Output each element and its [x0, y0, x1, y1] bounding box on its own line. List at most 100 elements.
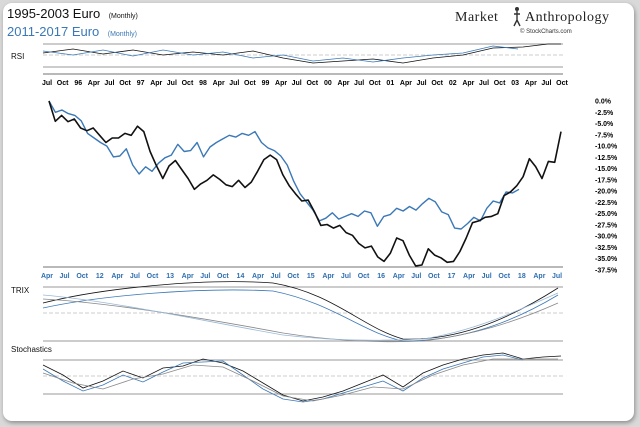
bottom-axis: Apr Jul Oct 12 Apr Jul Oct 13 Apr Jul Oct 14 Apr Jul O…: [41, 273, 562, 280]
top-tick-label: Apr: [275, 80, 287, 87]
top-tick-label: Jul: [479, 80, 489, 87]
top-tick-label: Jul: [292, 80, 302, 87]
bottom-tick-label: Oct: [498, 273, 510, 280]
top-tick-label: Apr: [213, 80, 225, 87]
chart-card: 1995-2003 Euro (Monthly) 2011-2017 Euro …: [3, 3, 634, 421]
y-axis: 0.0% -2.5% -5.0% -7.5% -10.0% -12.5% -15.0% -17…: [595, 99, 618, 275]
bottom-tick-label: Apr: [41, 273, 53, 280]
bottom-tick-label: Jul: [271, 273, 281, 280]
y-tick-label: -2.5%: [595, 110, 614, 117]
bottom-tick-label: Jul: [130, 273, 140, 280]
stoch-line-a: [42, 352, 562, 402]
bottom-tick-label: Jul: [200, 273, 210, 280]
trix-label: TRIX: [11, 286, 30, 295]
stochastics-panel: Stochastics: [11, 345, 563, 403]
bottom-tick-label: 18: [518, 273, 526, 280]
bottom-tick-label: Apr: [393, 273, 405, 280]
trix-panel: TRIX: [11, 281, 563, 343]
series-1995-line: [48, 100, 562, 267]
bottom-tick-label: 13: [166, 273, 174, 280]
rsi-panel: RSI: [11, 43, 563, 68]
bottom-tick-label: Oct: [428, 273, 440, 280]
top-tick-label: Jul: [541, 80, 551, 87]
bottom-tick-label: Apr: [463, 273, 475, 280]
bottom-tick-label: 12: [96, 273, 104, 280]
y-tick-label: -10.0%: [595, 144, 618, 151]
y-tick-label: -27.5%: [595, 222, 618, 229]
top-axis: Jul Oct 96 Apr Jul Oct 97 Apr Jul Oct 98 Apr Jul Oct 9…: [42, 80, 569, 87]
series-layer: [48, 100, 562, 267]
top-tick-label: 01: [386, 80, 394, 87]
stoch-label: Stochastics: [11, 345, 52, 354]
y-tick-label: -7.5%: [595, 132, 614, 139]
bottom-tick-label: 16: [377, 273, 385, 280]
top-tick-label: Apr: [400, 80, 412, 87]
bottom-tick-label: Jul: [552, 273, 562, 280]
y-tick-label: 0.0%: [595, 99, 612, 106]
y-tick-label: -5.0%: [595, 121, 614, 128]
bottom-tick-label: 17: [448, 273, 456, 280]
y-tick-label: -30.0%: [595, 234, 618, 241]
bottom-tick-label: Apr: [533, 273, 545, 280]
bottom-tick-label: Jul: [411, 273, 421, 280]
bottom-tick-label: Apr: [322, 273, 334, 280]
rsi-line-2011: [42, 45, 519, 63]
top-tick-label: Apr: [88, 80, 100, 87]
bottom-tick-label: Oct: [147, 273, 159, 280]
bottom-tick-label: 14: [237, 273, 245, 280]
brand-sub: © StockCharts.com: [520, 28, 572, 35]
top-tick-label: Oct: [306, 80, 318, 87]
top-tick-label: Jul: [354, 80, 364, 87]
trix-line-a: [42, 281, 559, 340]
top-tick-label: Jul: [229, 80, 239, 87]
bottom-tick-label: 15: [307, 273, 315, 280]
title-1995: 1995-2003 Euro (Monthly): [7, 5, 138, 22]
top-tick-label: Oct: [182, 80, 194, 87]
y-tick-label: -25.0%: [595, 211, 618, 218]
top-tick-label: 97: [137, 80, 145, 87]
top-tick-label: Jul: [42, 80, 52, 87]
top-tick-label: 02: [449, 80, 457, 87]
stoch-line-c: [42, 358, 558, 402]
top-tick-label: Apr: [150, 80, 162, 87]
bottom-tick-label: Oct: [76, 273, 88, 280]
top-tick-label: 98: [199, 80, 207, 87]
top-tick-label: Oct: [556, 80, 568, 87]
top-tick-label: Jul: [167, 80, 177, 87]
bottom-tick-label: Jul: [341, 273, 351, 280]
bottom-tick-label: Apr: [111, 273, 123, 280]
y-tick-label: -15.0%: [595, 166, 618, 173]
top-tick-label: Oct: [431, 80, 443, 87]
series-2011-line: [48, 100, 520, 230]
top-tick-label: Oct: [244, 80, 256, 87]
bottom-tick-label: Jul: [482, 273, 492, 280]
brand-figure-icon: [513, 7, 521, 27]
stoch-line-b: [42, 354, 524, 403]
y-tick-label: -35.0%: [595, 256, 618, 263]
top-tick-label: Oct: [494, 80, 506, 87]
y-tick-label: -37.5%: [595, 268, 618, 275]
brand-anthropology: Anthropology: [525, 10, 610, 25]
y-tick-label: -20.0%: [595, 189, 618, 196]
top-tick-label: Oct: [57, 80, 69, 87]
bottom-tick-label: Apr: [182, 273, 194, 280]
bottom-tick-label: Oct: [358, 273, 370, 280]
y-tick-label: -12.5%: [595, 155, 618, 162]
comparison-chart: 1995-2003 Euro (Monthly) 2011-2017 Euro …: [7, 5, 618, 403]
bottom-tick-label: Oct: [217, 273, 229, 280]
top-tick-label: 99: [262, 80, 270, 87]
bottom-tick-label: Oct: [287, 273, 299, 280]
top-tick-label: Jul: [104, 80, 114, 87]
bottom-tick-label: Jul: [60, 273, 70, 280]
y-tick-label: -22.5%: [595, 200, 618, 207]
title-2011: 2011-2017 Euro (Monthly): [7, 23, 137, 40]
top-tick-label: Jul: [416, 80, 426, 87]
brand-market: Market: [455, 10, 498, 25]
rsi-line-1995: [42, 43, 561, 64]
top-tick-label: Apr: [525, 80, 537, 87]
bottom-tick-label: Apr: [252, 273, 264, 280]
top-tick-label: Oct: [119, 80, 131, 87]
y-tick-label: -17.5%: [595, 177, 618, 184]
top-tick-label: 96: [74, 80, 82, 87]
top-tick-label: Oct: [369, 80, 381, 87]
